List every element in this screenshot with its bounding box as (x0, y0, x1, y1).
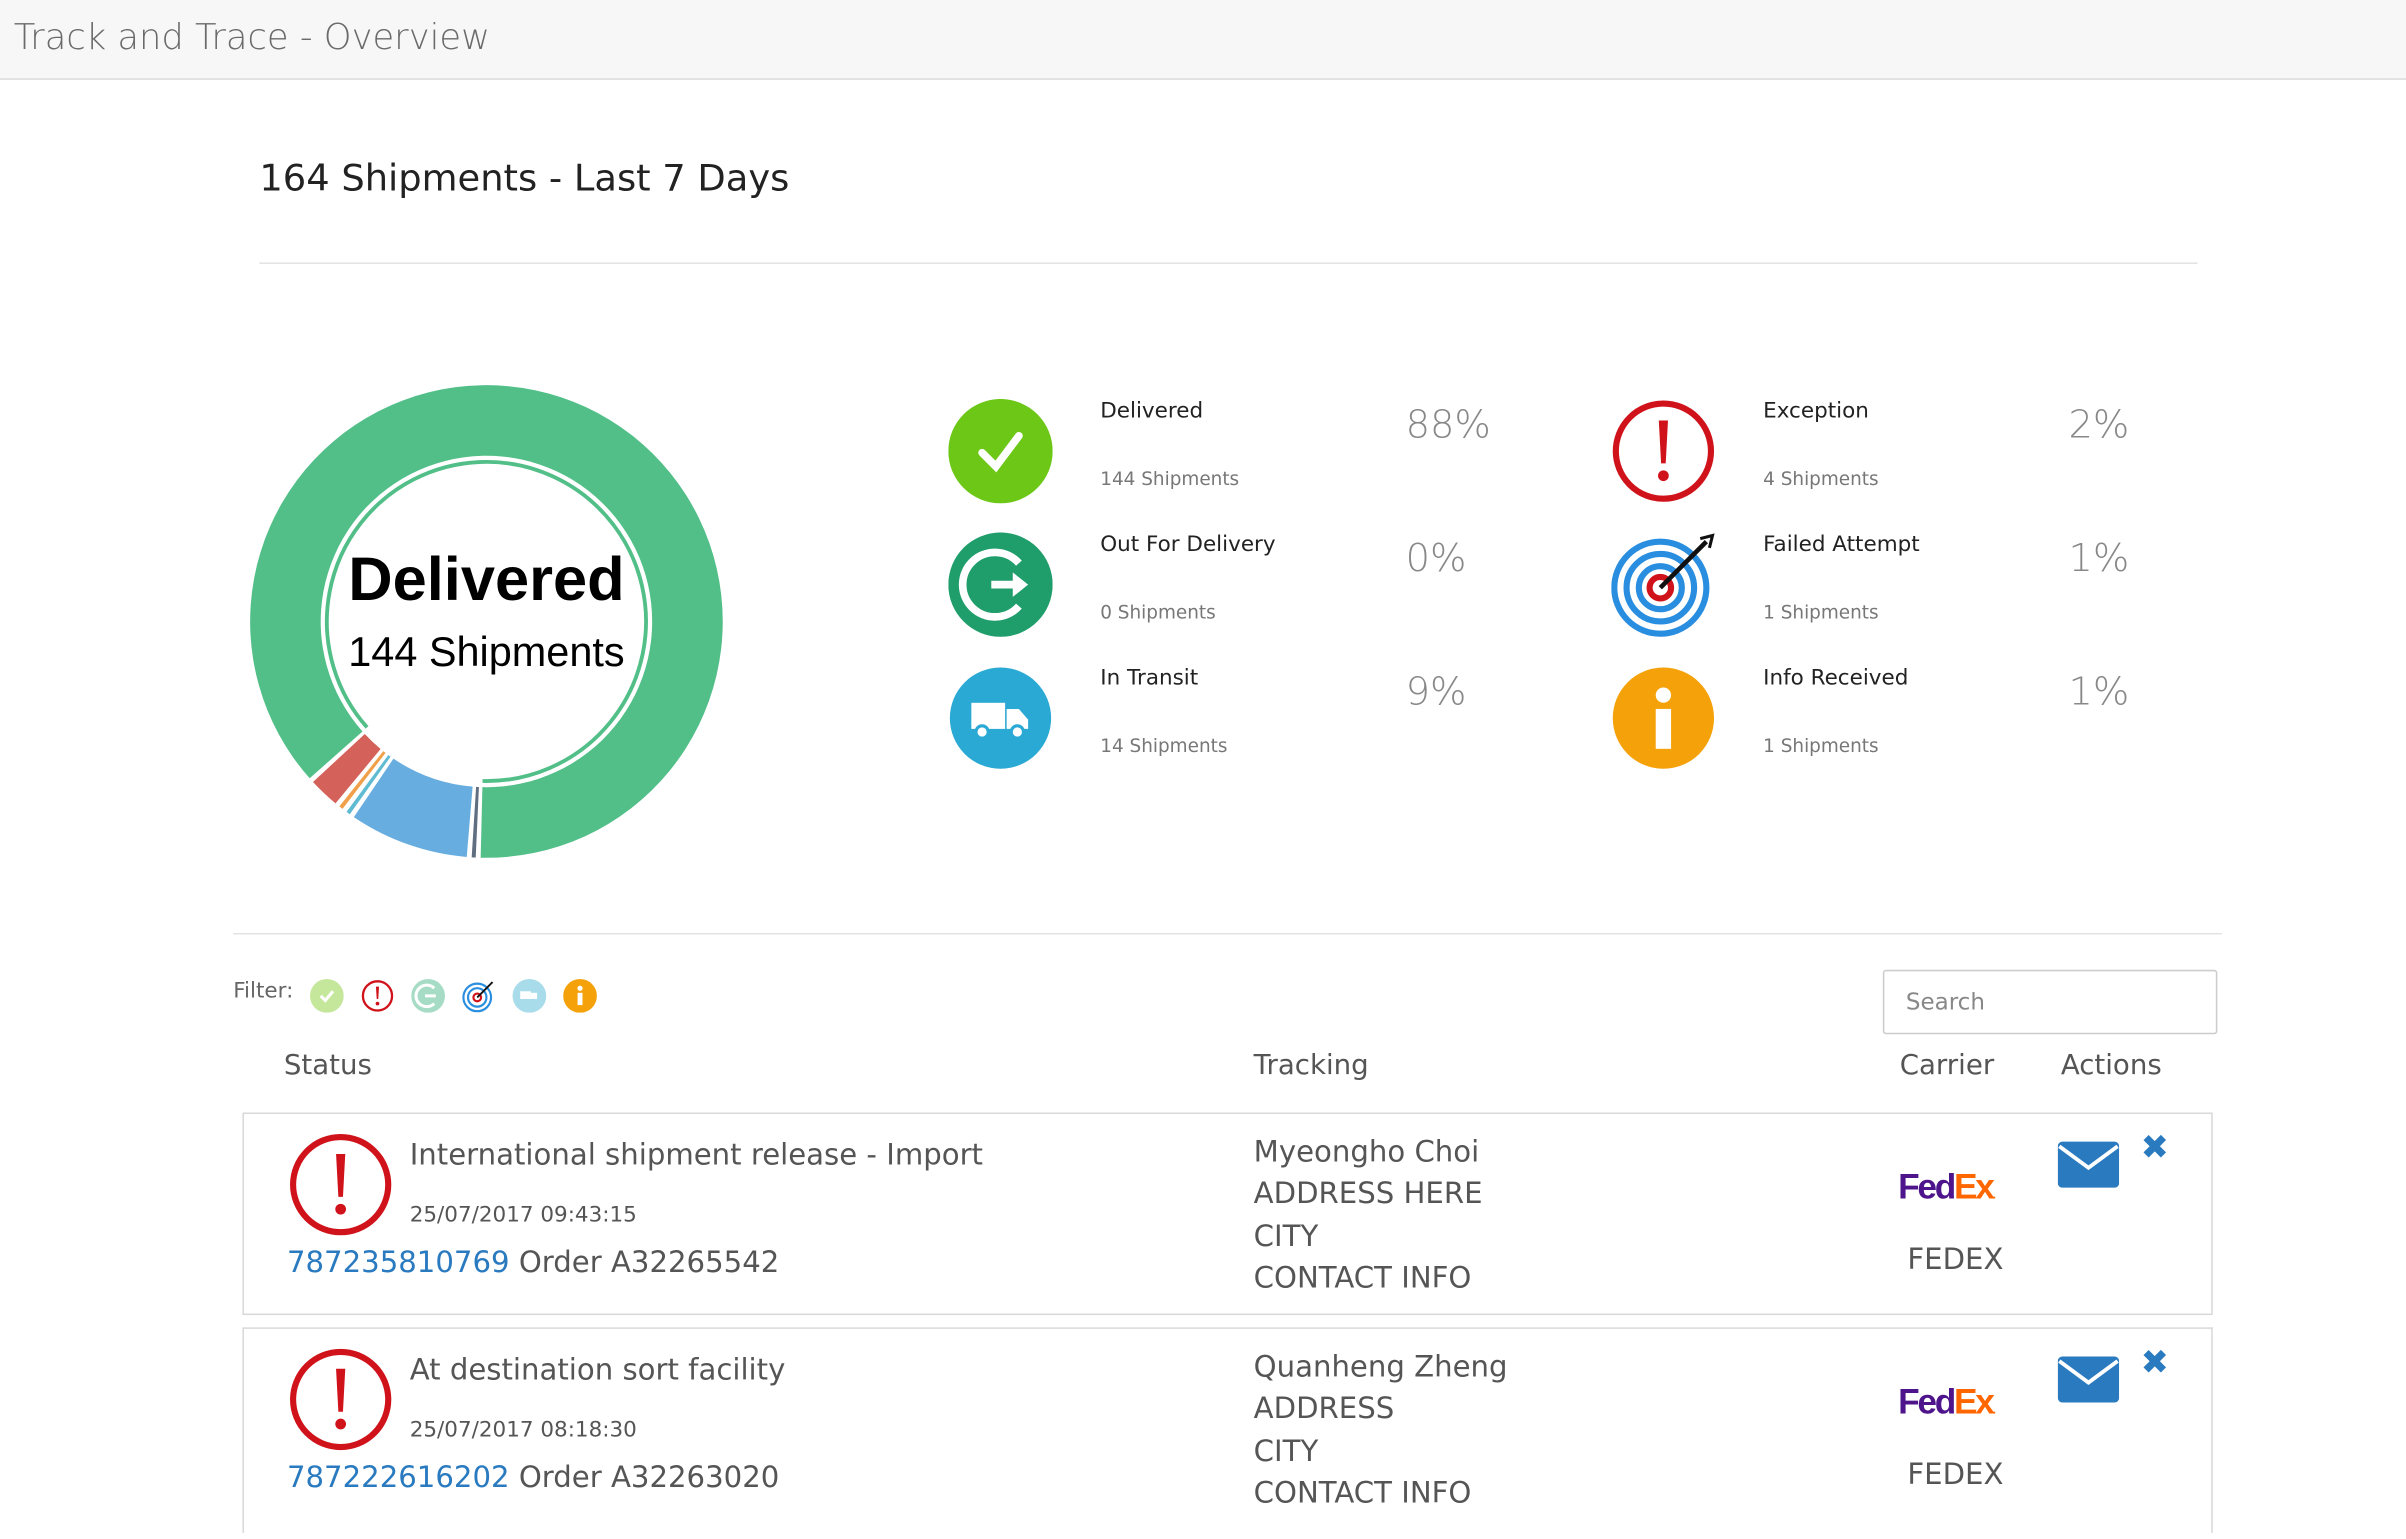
address-line: ADDRESS (1253, 1392, 1395, 1427)
filter-label: Filter: (233, 979, 294, 1004)
fedex-logo: FedEx. (1898, 1381, 1995, 1421)
top-bar: Track and Trace - Overview (0, 0, 2406, 80)
tracking-number-link[interactable]: 787235810769 (286, 1246, 510, 1280)
stat-label: Exception (1763, 398, 1869, 424)
carrier-name: FEDEX (1907, 1457, 2004, 1492)
truck-icon (949, 667, 1052, 769)
donut-segment-exception (312, 734, 381, 804)
email-icon[interactable] (2057, 1353, 2120, 1403)
stat-label: Out For Delivery (1100, 532, 1276, 558)
donut-segment-failed-attempt (339, 751, 386, 809)
filter-failed-attempt-icon[interactable] (462, 979, 496, 1013)
inner-ring (324, 459, 648, 783)
recipient-address: Quanheng Zheng ADDRESS CITY CONTACT INFO (1254, 1347, 1508, 1515)
donut-segment-info-received (346, 755, 391, 815)
donut-segment-delivered (250, 385, 723, 858)
status-timestamp: 25/07/2017 09:43:15 (409, 1203, 637, 1228)
stat-label: Info Received (1763, 665, 1909, 691)
email-icon[interactable] (2057, 1139, 2120, 1188)
recipient-name: Quanheng Zheng (1253, 1350, 1508, 1385)
status-donut-chart: Delivered 144 Shipments (250, 385, 723, 858)
stat-in-transit: In Transit 14 Shipments 9% (948, 666, 1592, 789)
stat-pct: 88% (1405, 402, 1491, 447)
stat-pct: 1% (2068, 535, 2130, 581)
address-contact: CONTACT INFO (1253, 1261, 1472, 1295)
stat-exception: Exception 4 Shipments 2% (1611, 399, 2255, 522)
check-icon (948, 398, 1053, 504)
recipient-name: Myeongho Choi (1253, 1135, 1480, 1170)
column-header-tracking: Tracking (1253, 1049, 1369, 1082)
stat-info-received: Info Received 1 Shipments 1% (1611, 666, 2255, 789)
order-number: Order A32263020 (518, 1460, 780, 1495)
address-city: CITY (1253, 1219, 1319, 1254)
summary-title: 164 Shipments - Last 7 Days (259, 156, 790, 200)
donut-center-sub: 144 Shipments (348, 628, 624, 675)
stat-label: Failed Attempt (1763, 532, 1920, 558)
carrier-name: FEDEX (1907, 1242, 2004, 1277)
exclamation-icon (290, 1133, 392, 1236)
filter-delivered-check-icon[interactable] (309, 979, 344, 1013)
close-icon[interactable]: ✖ (2140, 1129, 2169, 1168)
target-icon (1611, 533, 1715, 637)
stat-label: Delivered (1100, 398, 1204, 424)
info-icon (1612, 667, 1715, 769)
address-contact: CONTACT INFO (1253, 1476, 1472, 1510)
recipient-address: Myeongho Choi ADDRESS HERE CITY CONTACT … (1254, 1132, 1483, 1300)
stat-sub: 1 Shipments (1763, 601, 1879, 624)
address-city: CITY (1253, 1434, 1319, 1468)
column-header-status: Status (283, 1049, 372, 1082)
donut-segment-in-transit (353, 758, 473, 857)
close-icon[interactable]: ✖ (2140, 1344, 2169, 1383)
stat-delivered: Delivered 144 Shipments 88% (948, 398, 1592, 522)
column-header-carrier: Carrier (1899, 1049, 1995, 1082)
page-title: Track and Trace - Overview (13, 18, 490, 59)
exclamation-icon (290, 1348, 392, 1451)
column-header-actions: Actions (2060, 1049, 2162, 1082)
filter-in-transit-icon[interactable] (512, 979, 547, 1013)
filter-out-for-delivery-icon[interactable] (411, 979, 446, 1013)
filter-info-icon[interactable] (563, 979, 597, 1013)
stat-out-for-delivery: Out For Delivery 0 Shipments 0% (948, 532, 1592, 655)
stat-pct: 2% (2068, 402, 2130, 447)
exclamation-icon (1612, 400, 1715, 502)
out-for-delivery-icon (948, 532, 1053, 637)
filter-exception-icon[interactable] (361, 979, 395, 1013)
donut-segment-other (471, 786, 479, 858)
stat-label: In Transit (1100, 665, 1199, 691)
order-number: Order A32265542 (518, 1246, 780, 1280)
status-timestamp: 25/07/2017 08:18:30 (409, 1417, 637, 1443)
donut-center-label: Delivered (348, 545, 624, 614)
search-input[interactable] (1882, 969, 2218, 1035)
tracking-number-link[interactable]: 787222616202 (286, 1460, 510, 1495)
stat-sub: 144 Shipments (1100, 468, 1240, 490)
stat-failed-attempt: Failed Attempt 1 Shipments 1% (1611, 532, 2255, 655)
address-line: ADDRESS HERE (1253, 1177, 1483, 1212)
stat-sub: 14 Shipments (1100, 735, 1228, 757)
divider (259, 262, 2198, 264)
table-row[interactable]: International shipment release - Import … (242, 1112, 2213, 1316)
fedex-logo: FedEx. (1898, 1166, 1995, 1207)
stat-sub: 0 Shipments (1100, 601, 1216, 624)
stat-pct: 0% (1405, 535, 1467, 581)
stat-pct: 9% (1405, 669, 1467, 714)
table-row[interactable]: At destination sort facility 25/07/2017 … (242, 1327, 2213, 1533)
divider (233, 932, 2222, 935)
stat-sub: 4 Shipments (1763, 468, 1879, 490)
shipment-status: At destination sort facility (409, 1353, 786, 1388)
shipment-status: International shipment release - Import (409, 1138, 983, 1173)
stat-sub: 1 Shipments (1763, 735, 1879, 757)
stat-pct: 1% (2068, 669, 2130, 714)
